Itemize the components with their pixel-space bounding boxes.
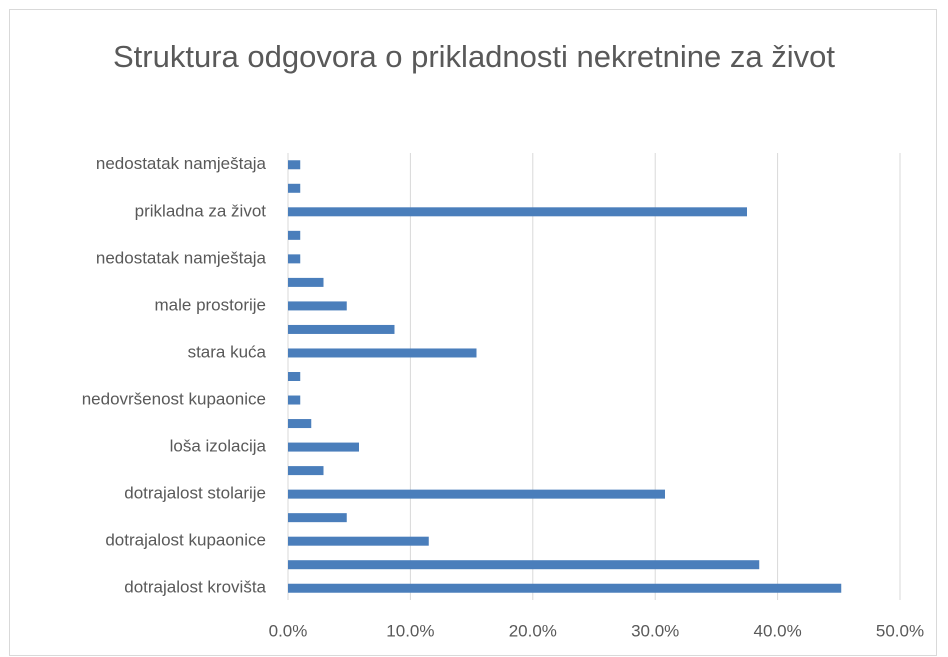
- bar: [288, 348, 477, 358]
- bar: [288, 254, 301, 264]
- bar: [288, 513, 347, 523]
- y-tick-label: dotrajalost krovišta: [124, 578, 266, 597]
- y-tick-label: loša izolacija: [170, 437, 267, 456]
- bar: [288, 301, 347, 311]
- y-tick-label: nedovršenost kupaonice: [82, 390, 266, 409]
- bar: [288, 324, 395, 334]
- y-tick-label: dotrajalost stolarije: [124, 484, 266, 503]
- chart-border: [9, 9, 937, 656]
- y-tick-label: stara kuća: [188, 342, 267, 361]
- bar: [288, 536, 429, 546]
- bar: [288, 466, 324, 476]
- bar: [288, 583, 842, 593]
- x-tick-label: 20.0%: [509, 621, 557, 640]
- y-tick-label: nedostatak namještaja: [96, 248, 267, 267]
- bar: [288, 230, 301, 240]
- y-tick-label: male prostorije: [155, 295, 267, 314]
- bar: [288, 489, 665, 499]
- x-tick-label: 50.0%: [876, 621, 924, 640]
- x-tick-label: 10.0%: [386, 621, 434, 640]
- x-tick-label: 30.0%: [631, 621, 679, 640]
- chart-title: Struktura odgovora o prikladnosti nekret…: [112, 39, 835, 74]
- bar: [288, 395, 301, 405]
- bar: [288, 442, 359, 452]
- bar: [288, 419, 312, 429]
- x-tick-label: 40.0%: [753, 621, 801, 640]
- bar: [288, 160, 301, 170]
- y-tick-label: nedostatak namještaja: [96, 154, 267, 173]
- bar: [288, 277, 324, 287]
- y-tick-label: dotrajalost kupaonice: [105, 531, 266, 550]
- bar: [288, 183, 301, 193]
- bar: [288, 372, 301, 381]
- bar: [288, 560, 760, 570]
- bar: [288, 207, 747, 217]
- y-tick-label: prikladna za život: [135, 201, 267, 220]
- x-tick-label: 0.0%: [269, 621, 308, 640]
